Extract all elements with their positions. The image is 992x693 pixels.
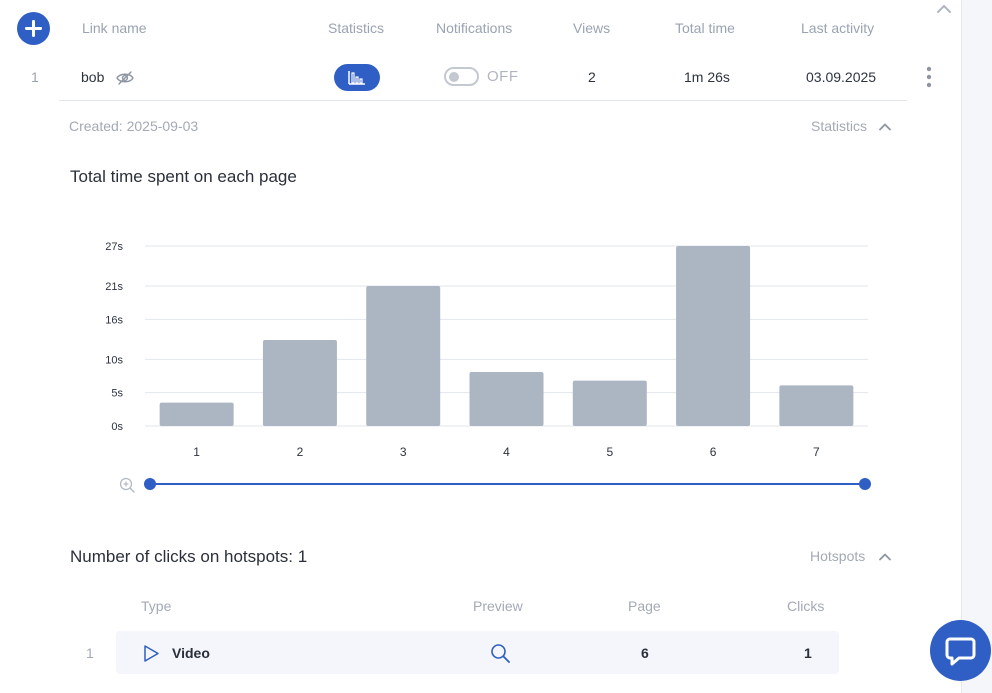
add-link-button[interactable] <box>17 12 50 45</box>
x-tick-label: 4 <box>503 445 510 459</box>
y-tick-label: 21s <box>105 281 123 293</box>
slider-handle-end[interactable] <box>859 478 871 490</box>
y-tick-label: 16s <box>105 314 123 326</box>
bar-page-1[interactable] <box>159 402 234 426</box>
y-tick-label: 10s <box>105 354 123 366</box>
hotspots-header-clicks: Clicks <box>787 598 825 614</box>
total-time-value: 1m 26s <box>684 69 730 85</box>
hotspots-collapse-link[interactable]: Hotspots <box>810 548 866 564</box>
notifications-toggle[interactable] <box>444 67 479 86</box>
y-tick-label: 0s <box>111 421 123 433</box>
search-icon[interactable] <box>490 643 511 664</box>
bar-page-5[interactable] <box>572 380 647 426</box>
row-index: 1 <box>31 69 39 85</box>
chat-button[interactable] <box>930 620 991 681</box>
hotspot-type: Video <box>172 645 210 661</box>
x-tick-label: 7 <box>813 445 820 459</box>
eye-off-icon[interactable] <box>115 70 135 86</box>
created-date: Created: 2025-09-03 <box>69 118 199 134</box>
bar-page-7[interactable] <box>779 385 854 426</box>
hotspots-title: Number of clicks on hotspots: 1 <box>70 547 308 566</box>
hotspots-header-type: Type <box>141 598 172 614</box>
more-options-icon[interactable] <box>920 66 938 88</box>
hotspot-row-index: 1 <box>86 645 94 661</box>
x-tick-label: 6 <box>710 445 717 459</box>
header-link-name[interactable]: Link name <box>82 20 147 36</box>
right-gutter <box>961 0 992 693</box>
bar-page-4[interactable] <box>469 372 544 426</box>
header-statistics[interactable]: Statistics <box>328 20 385 36</box>
chevron-up-icon[interactable] <box>878 122 892 131</box>
bar-page-3[interactable] <box>366 286 441 426</box>
views-value: 2 <box>588 69 596 85</box>
x-tick-label: 5 <box>606 445 613 459</box>
bar-chart-icon <box>348 71 365 85</box>
slider-handle-start[interactable] <box>144 478 156 490</box>
statistics-collapse-link[interactable]: Statistics <box>811 118 868 134</box>
hotspots-header-page: Page <box>628 598 661 614</box>
hotspot-clicks: 1 <box>804 645 812 661</box>
statistics-button[interactable] <box>334 64 380 91</box>
chat-icon <box>945 637 976 666</box>
header-notifications[interactable]: Notifications <box>436 20 513 36</box>
row-divider <box>59 100 907 101</box>
x-tick-label: 2 <box>297 445 304 459</box>
toggle-knob <box>449 72 459 82</box>
bar-page-2[interactable] <box>262 340 337 426</box>
header-total-time[interactable]: Total time <box>675 20 735 36</box>
header-views[interactable]: Views <box>573 20 611 36</box>
y-tick-label: 27s <box>105 241 123 253</box>
time-per-page-chart: 0s 5s 10s 16s 21s 27s 1 2 3 4 5 6 7 <box>105 241 868 459</box>
hotspot-row <box>116 631 839 674</box>
y-tick-label: 5s <box>111 388 123 400</box>
x-tick-label: 1 <box>193 445 200 459</box>
zoom-icon[interactable] <box>119 477 135 493</box>
bar-page-6[interactable] <box>676 246 751 426</box>
link-name: bob <box>81 69 105 85</box>
chevron-up-icon[interactable] <box>878 552 892 561</box>
chart-range-slider[interactable] <box>116 476 876 494</box>
chevron-up-icon[interactable] <box>934 0 954 18</box>
header-last-activity[interactable]: Last activity <box>801 20 875 36</box>
plus-icon <box>25 20 42 37</box>
last-activity-value: 03.09.2025 <box>806 69 877 85</box>
notifications-status: OFF <box>487 68 519 85</box>
chart-title: Total time spent on each page <box>70 167 297 186</box>
hotspot-page: 6 <box>641 645 649 661</box>
play-icon <box>144 645 159 662</box>
x-tick-label: 3 <box>400 445 407 459</box>
hotspots-header-preview: Preview <box>473 598 523 614</box>
